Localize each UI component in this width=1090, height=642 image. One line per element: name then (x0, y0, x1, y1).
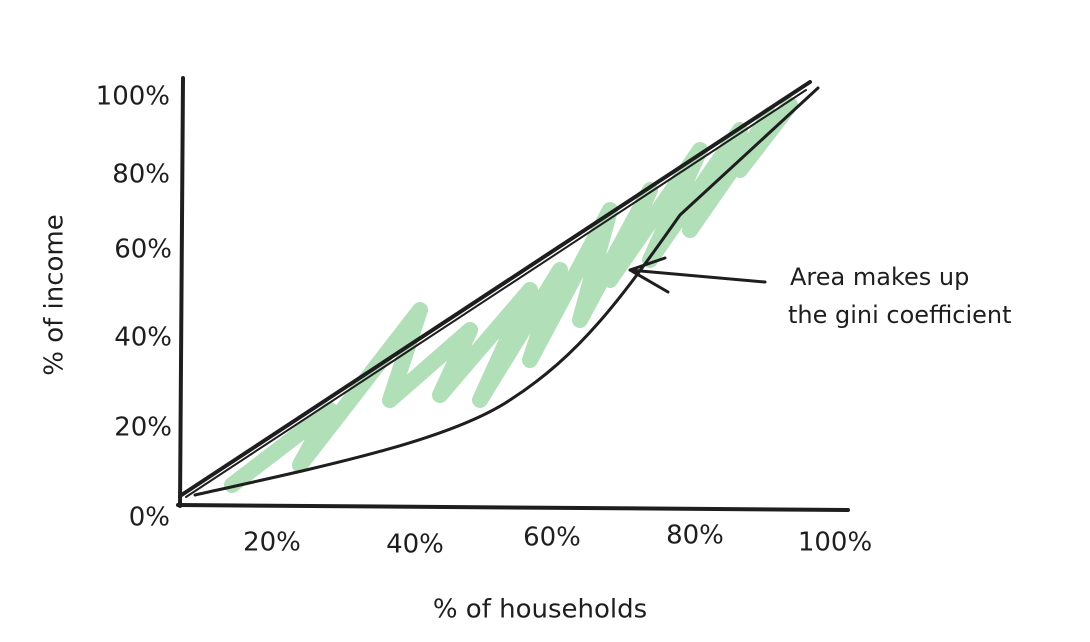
y-tick-label: 60% (114, 235, 172, 265)
y-axis (178, 76, 185, 508)
x-tick-label: 100% (798, 528, 872, 558)
y-tick-label: 100% (96, 82, 170, 112)
x-tick-label: 20% (243, 528, 301, 558)
lorenz-curve (193, 86, 820, 497)
shaded-area-scribble (224, 97, 798, 493)
x-tick-label: 60% (523, 523, 581, 553)
y-tick-label: 40% (114, 323, 172, 353)
y-tick-label: 80% (112, 160, 170, 190)
x-tick-label: 40% (386, 530, 444, 560)
x-axis (176, 503, 850, 512)
y-tick-label: 20% (114, 413, 172, 443)
x-axis-label: % of households (433, 595, 647, 625)
equality-line-stroke (185, 89, 807, 498)
y-axis-label: % of income (40, 214, 70, 376)
equality-line (178, 80, 812, 498)
x-tick-label: 80% (666, 521, 724, 551)
y-tick-label: 0% (129, 503, 170, 533)
annotation-line: Area makes up (790, 263, 969, 291)
annotation-arrow (628, 256, 767, 294)
annotation-line: the gini coefficient (788, 301, 1012, 329)
